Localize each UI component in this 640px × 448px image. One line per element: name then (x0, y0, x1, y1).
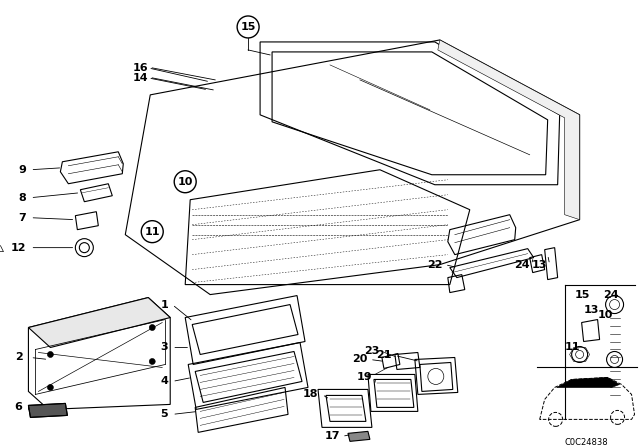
Circle shape (149, 358, 156, 365)
Polygon shape (28, 403, 67, 418)
Circle shape (237, 16, 259, 38)
Circle shape (174, 171, 196, 193)
Text: 15: 15 (241, 22, 256, 32)
Text: 21: 21 (376, 350, 392, 361)
Text: 7: 7 (19, 213, 26, 223)
Text: 13: 13 (584, 305, 599, 314)
Text: C0C24838: C0C24838 (565, 438, 609, 447)
Text: 10: 10 (177, 177, 193, 187)
Text: 16: 16 (132, 63, 148, 73)
Circle shape (47, 352, 53, 358)
Polygon shape (557, 378, 620, 388)
Circle shape (141, 221, 163, 243)
Text: 9: 9 (19, 165, 26, 175)
Text: 20: 20 (353, 354, 368, 365)
Text: 24: 24 (604, 289, 620, 300)
Text: 23: 23 (365, 346, 380, 357)
Text: 3: 3 (161, 342, 168, 353)
Text: 1: 1 (161, 300, 168, 310)
Circle shape (149, 324, 156, 331)
Text: 24: 24 (514, 259, 530, 270)
Text: 15: 15 (575, 289, 590, 300)
Text: 14: 14 (132, 73, 148, 83)
Text: 11: 11 (564, 342, 580, 353)
Text: 2: 2 (15, 353, 22, 362)
Polygon shape (438, 40, 580, 220)
Polygon shape (28, 297, 170, 348)
Text: 6: 6 (15, 402, 22, 413)
Text: 11: 11 (145, 227, 160, 237)
Text: 12: 12 (11, 243, 26, 253)
Text: 4: 4 (161, 376, 168, 387)
Text: 22: 22 (428, 259, 443, 270)
Text: 10: 10 (598, 310, 613, 319)
Polygon shape (348, 431, 370, 441)
Text: 8: 8 (19, 193, 26, 202)
Text: 13: 13 (531, 259, 547, 270)
Text: 17: 17 (324, 431, 340, 441)
Text: 18: 18 (303, 389, 318, 400)
Circle shape (47, 384, 53, 391)
Text: 19: 19 (356, 372, 372, 383)
Text: 5: 5 (161, 409, 168, 419)
